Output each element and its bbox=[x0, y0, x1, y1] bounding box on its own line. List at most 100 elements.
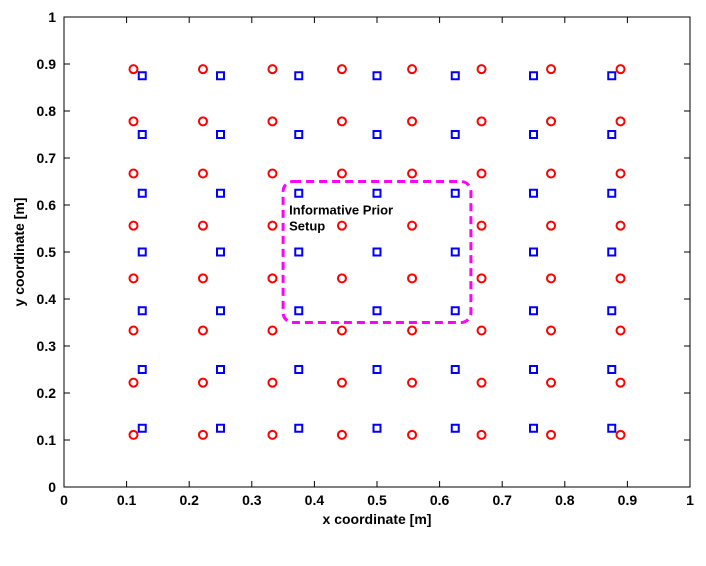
x-tick-label: 0.8 bbox=[555, 492, 575, 508]
data-point-square bbox=[529, 130, 538, 139]
data-point-circle bbox=[476, 377, 487, 388]
data-point-square bbox=[137, 365, 147, 374]
data-point-square bbox=[450, 365, 460, 374]
data-point-circle bbox=[267, 325, 278, 336]
data-point-square bbox=[294, 71, 304, 81]
data-point-square bbox=[529, 306, 538, 316]
data-point-circle bbox=[546, 220, 557, 231]
data-point-circle bbox=[407, 220, 418, 231]
y-tick-label: 0.3 bbox=[37, 338, 57, 354]
x-axis-label: x coordinate [m] bbox=[323, 511, 432, 527]
data-point-square bbox=[294, 247, 304, 257]
data-point-circle bbox=[615, 377, 626, 388]
data-point-circle bbox=[197, 325, 208, 336]
data-point-square bbox=[450, 188, 460, 198]
data-point-square bbox=[294, 365, 304, 374]
data-point-circle bbox=[476, 116, 487, 127]
annotation-text-line-1: Informative Prior bbox=[289, 203, 393, 218]
data-point-circle bbox=[476, 168, 487, 179]
data-point-square bbox=[216, 247, 225, 257]
x-tick-label: 0.1 bbox=[117, 492, 137, 508]
y-tick-label: 1 bbox=[48, 9, 56, 25]
data-point-circle bbox=[197, 220, 208, 231]
data-point-square bbox=[450, 71, 460, 81]
data-point-circle bbox=[267, 220, 278, 231]
data-point-square bbox=[137, 423, 147, 433]
data-point-circle bbox=[407, 377, 418, 388]
data-point-circle bbox=[615, 220, 626, 231]
data-point-square bbox=[216, 306, 225, 316]
data-point-circle bbox=[407, 325, 418, 336]
data-point-circle bbox=[615, 273, 626, 284]
data-point-circle bbox=[128, 168, 139, 179]
data-point-square bbox=[372, 423, 382, 433]
data-point-circle bbox=[546, 64, 557, 75]
data-point-circle bbox=[128, 273, 139, 284]
data-point-circle bbox=[476, 325, 487, 336]
data-point-square bbox=[450, 423, 460, 433]
data-point-circle bbox=[197, 168, 208, 179]
data-point-circle bbox=[197, 64, 208, 75]
data-point-circle bbox=[197, 273, 208, 284]
data-point-circle bbox=[128, 116, 139, 127]
data-point-square bbox=[450, 130, 460, 139]
x-tick-label: 0.9 bbox=[618, 492, 638, 508]
data-point-square bbox=[529, 188, 538, 198]
x-tick-label: 0.7 bbox=[492, 492, 512, 508]
data-point-square bbox=[137, 188, 147, 198]
x-tick-label: 0.4 bbox=[305, 492, 325, 508]
y-tick-label: 0.5 bbox=[37, 244, 57, 260]
data-point-square bbox=[372, 365, 382, 374]
data-point-circle bbox=[336, 64, 347, 75]
data-point-circle bbox=[197, 429, 208, 440]
data-point-circle bbox=[128, 64, 139, 75]
x-tick-label: 0.2 bbox=[179, 492, 199, 508]
y-tick-label: 0.1 bbox=[37, 432, 57, 448]
data-point-square bbox=[607, 247, 617, 257]
y-tick-label: 0.4 bbox=[37, 291, 57, 307]
x-tick-label: 1 bbox=[686, 492, 694, 508]
data-point-square bbox=[216, 365, 225, 374]
data-point-square bbox=[137, 247, 147, 257]
data-point-square bbox=[294, 130, 304, 139]
data-point-circle bbox=[546, 377, 557, 388]
data-point-circle bbox=[336, 116, 347, 127]
data-point-square bbox=[607, 306, 617, 316]
data-point-square bbox=[216, 188, 225, 198]
x-tick-label: 0.3 bbox=[242, 492, 262, 508]
data-point-square bbox=[372, 247, 382, 257]
y-tick-label: 0.2 bbox=[37, 385, 57, 401]
data-point-circle bbox=[546, 429, 557, 440]
data-point-circle bbox=[407, 429, 418, 440]
data-point-circle bbox=[336, 168, 347, 179]
data-point-circle bbox=[197, 377, 208, 388]
data-point-square bbox=[529, 423, 538, 433]
data-point-square bbox=[137, 306, 147, 316]
data-point-circle bbox=[407, 116, 418, 127]
plot-area-frame bbox=[63, 16, 691, 488]
data-point-square bbox=[607, 130, 617, 139]
data-point-square bbox=[294, 306, 304, 316]
data-point-square bbox=[372, 188, 382, 198]
data-point-circle bbox=[128, 220, 139, 231]
annotation-group: Informative Prior Setup bbox=[281, 180, 473, 324]
data-point-square bbox=[607, 365, 617, 374]
data-point-circle bbox=[336, 325, 347, 336]
y-tick-label: 0 bbox=[48, 479, 56, 495]
data-point-circle bbox=[407, 64, 418, 75]
data-point-circle bbox=[546, 273, 557, 284]
data-point-square bbox=[294, 423, 304, 433]
data-point-circle bbox=[546, 168, 557, 179]
data-point-circle bbox=[476, 273, 487, 284]
data-point-circle bbox=[267, 116, 278, 127]
data-point-circle bbox=[267, 429, 278, 440]
data-point-circle bbox=[615, 116, 626, 127]
data-point-circle bbox=[128, 429, 139, 440]
data-point-square bbox=[372, 71, 382, 81]
data-point-circle bbox=[615, 325, 626, 336]
data-point-circle bbox=[336, 429, 347, 440]
data-point-circle bbox=[407, 168, 418, 179]
data-point-circle bbox=[476, 220, 487, 231]
data-point-square bbox=[372, 306, 382, 316]
